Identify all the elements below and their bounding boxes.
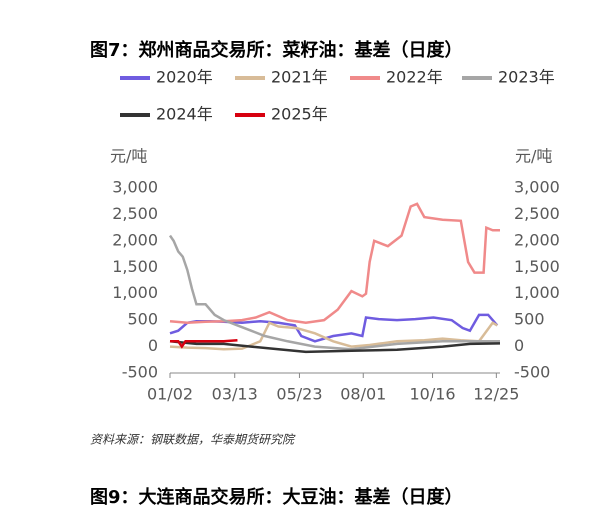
y-tick-label: 2,500 [112, 204, 158, 223]
y-tick-label: 0 [148, 336, 158, 355]
y-tick-label: -500 [122, 363, 158, 382]
x-tick-label: 10/16 [409, 385, 455, 404]
y2-tick-label: 3,000 [514, 178, 560, 197]
x-tick-label: 08/01 [340, 385, 386, 404]
y2-tick-label: -500 [514, 363, 550, 382]
x-tick-label: 05/23 [276, 385, 322, 404]
legend-label: 2023年 [498, 68, 555, 87]
x-tick-label: 12/25 [473, 385, 519, 404]
legend-label: 2024年 [156, 105, 213, 124]
line [169, 340, 501, 354]
next-title: 图9：大连商品交易所：大豆油：基差（日度） [90, 486, 463, 508]
source: 资料来源：钢联数据，华泰期货研究院 [90, 433, 296, 447]
y-tick-label: 1,000 [112, 283, 158, 302]
y2-tick-label: 500 [514, 310, 545, 329]
y2-tick-label: 2,500 [514, 204, 560, 223]
y2-tick-label: 2,000 [514, 230, 560, 249]
line [169, 321, 498, 351]
line [168, 234, 500, 351]
y2-unit: 元/吨 [515, 147, 552, 166]
y-tick-label: 2,000 [112, 230, 158, 249]
y2-tick-label: 1,500 [514, 257, 560, 276]
x-tick-label: 01/02 [147, 385, 193, 404]
legend-label: 2025年 [271, 105, 328, 124]
y-tick-label: 1,500 [112, 257, 158, 276]
y-unit: 元/吨 [110, 147, 147, 166]
y-tick-label: 3,000 [112, 178, 158, 197]
line [170, 338, 238, 349]
legend-label: 2021年 [271, 68, 328, 87]
y2-tick-label: 0 [514, 336, 524, 355]
legend-label: 2022年 [386, 68, 443, 87]
legend-label: 2020年 [156, 68, 213, 87]
x-tick-label: 03/13 [212, 385, 258, 404]
y-tick-label: 500 [127, 310, 158, 329]
y2-tick-label: 1,000 [514, 283, 560, 302]
line [169, 202, 500, 325]
chart-title: 图7：郑州商品交易所：菜籽油：基差（日度） [90, 39, 463, 61]
